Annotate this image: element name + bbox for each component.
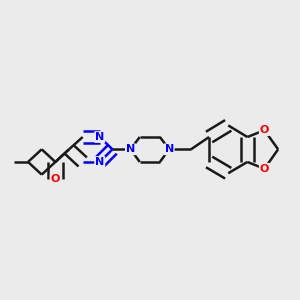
Text: O: O — [51, 174, 60, 184]
Text: N: N — [164, 144, 174, 154]
Text: O: O — [260, 164, 269, 174]
Text: N: N — [95, 157, 104, 167]
Text: O: O — [260, 125, 269, 135]
Text: N: N — [95, 132, 104, 142]
Text: N: N — [126, 144, 135, 154]
